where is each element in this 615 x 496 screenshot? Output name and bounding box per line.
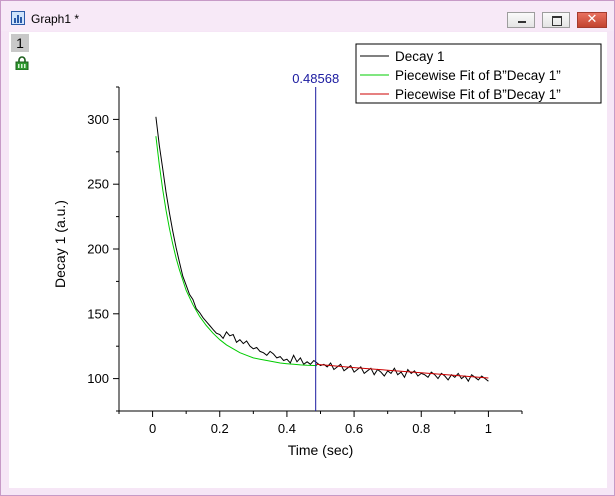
series-layer	[155, 116, 489, 383]
x-tick-label: 0.8	[412, 421, 430, 436]
graph-page[interactable]: 1 0 0.2 0.4 0.6 0.8 1 100 150 200 250 300 Time (s…	[9, 32, 607, 488]
x-tick-label: 0.2	[211, 421, 229, 436]
legend[interactable]: Decay 1 Piecewise Fit of B”Decay 1” Piecew…	[355, 43, 602, 104]
x-tick-label: 0	[149, 421, 156, 436]
x-tick-label: 0.4	[278, 421, 296, 436]
series-line-3[interactable]	[315, 363, 489, 379]
layer-tab[interactable]: 1	[11, 34, 29, 52]
close-icon: ✕	[586, 12, 598, 27]
legend-entry-label: Decay 1	[395, 49, 445, 64]
maximize-icon	[552, 16, 562, 26]
y-ticks: 100 150 200 250 300	[87, 86, 119, 412]
y-tick-label: 250	[87, 177, 109, 192]
x-axis-title[interactable]: Time (sec)	[288, 442, 354, 458]
window-title: Graph1 *	[31, 12, 80, 26]
lock-icon[interactable]	[15, 56, 29, 70]
minimize-button[interactable]	[507, 12, 535, 28]
y-tick-label: 100	[87, 371, 109, 386]
minimize-icon	[518, 21, 526, 23]
legend-entries: Decay 1 Piecewise Fit of B”Decay 1” Piecew…	[360, 49, 561, 102]
graph-window-icon[interactable]	[11, 11, 25, 25]
legend-entry-label: Piecewise Fit of B”Decay 1”	[395, 87, 561, 102]
vertical-cursor[interactable]: 0.48568	[292, 71, 339, 411]
title-bar[interactable]: Graph1 * ✕	[1, 1, 614, 31]
x-tick-label: 1	[485, 421, 492, 436]
y-tick-label: 300	[87, 112, 109, 127]
y-tick-label: 150	[87, 306, 109, 321]
close-button[interactable]: ✕	[577, 12, 607, 28]
plot-canvas[interactable]: 0 0.2 0.4 0.6 0.8 1 100 150 200 250 300 Time (sec…	[9, 32, 607, 488]
legend-entry-label: Piecewise Fit of B”Decay 1”	[395, 68, 561, 83]
axes: 0 0.2 0.4 0.6 0.8 1 100 150 200 250 300 Time (sec…	[52, 86, 523, 458]
series-line-2[interactable]	[155, 136, 318, 367]
y-axis-title[interactable]: Decay 1 (a.u.)	[52, 200, 68, 288]
series-line-1[interactable]	[155, 116, 489, 383]
legend-box	[355, 43, 602, 104]
y-tick-label: 200	[87, 242, 109, 257]
maximize-button[interactable]	[542, 12, 570, 28]
x-tick-label: 0.6	[345, 421, 363, 436]
x-ticks: 0 0.2 0.4 0.6 0.8 1	[118, 411, 523, 436]
cursor-value-label[interactable]: 0.48568	[292, 71, 339, 86]
